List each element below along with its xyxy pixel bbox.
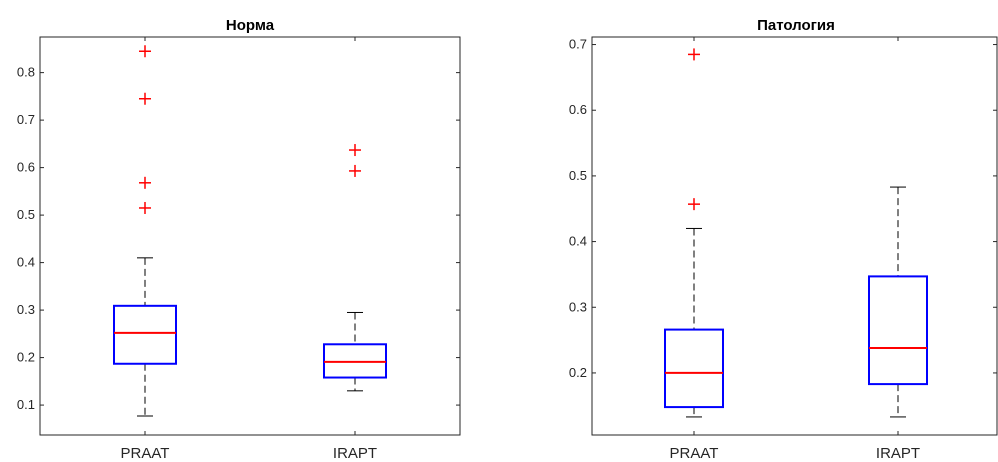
y-tick-label: 0.5 <box>17 207 35 222</box>
y-tick-label: 0.4 <box>569 234 587 249</box>
outlier-marker <box>688 48 700 61</box>
chart-panel-norm: Норма 0.1 0.2 0.3 0.4 0.5 0.6 0.7 0.8 PRAAT IRA… <box>17 17 461 462</box>
outlier-marker <box>139 201 151 214</box>
boxplot-irapt <box>868 186 928 418</box>
outlier-marker <box>349 164 361 177</box>
boxplot-praat <box>113 45 177 417</box>
y-tick-label: 0.6 <box>569 102 587 117</box>
iqr-box <box>868 275 928 386</box>
y-tick-label: 0.4 <box>17 255 35 270</box>
y-tick-label: 0.5 <box>569 168 587 183</box>
axes-box <box>39 36 461 436</box>
outlier-marker <box>139 176 151 189</box>
boxplots <box>113 45 387 417</box>
x-tick-label: PRAAT <box>670 445 719 462</box>
axes-box <box>591 36 998 436</box>
chart-title: Патология <box>757 17 835 34</box>
y-tick-label: 0.1 <box>17 397 35 412</box>
y-tick-label: 0.2 <box>569 365 587 380</box>
x-tick-label: PRAAT <box>121 445 170 462</box>
y-tick-label: 0.3 <box>17 302 35 317</box>
boxplot-irapt <box>323 144 387 392</box>
x-tick-label: IRAPT <box>876 445 920 462</box>
iqr-box <box>113 304 177 365</box>
y-tick-label: 0.7 <box>569 37 587 52</box>
y-tick-label: 0.6 <box>17 160 35 175</box>
outlier-marker <box>139 45 151 58</box>
y-tick-label: 0.2 <box>17 350 35 365</box>
outlier-marker <box>349 144 361 157</box>
boxplot-praat <box>664 48 724 418</box>
chart-title: Норма <box>226 17 275 34</box>
outlier-marker <box>688 198 700 211</box>
y-axis-ticks: 0.1 0.2 0.3 0.4 0.5 0.6 0.7 0.8 <box>17 37 460 435</box>
iqr-box <box>664 328 724 409</box>
y-tick-label: 0.8 <box>17 65 35 80</box>
y-tick-label: 0.3 <box>569 299 587 314</box>
y-axis-ticks: 0.2 0.3 0.4 0.5 0.6 0.7 <box>569 37 997 435</box>
boxplots <box>664 48 928 418</box>
outlier-marker <box>139 92 151 105</box>
chart-panel-pathology: Патология 0.2 0.3 0.4 0.5 0.6 0.7 PRAAT IRAPT <box>569 17 998 462</box>
x-tick-label: IRAPT <box>333 445 377 462</box>
y-tick-label: 0.7 <box>17 112 35 127</box>
